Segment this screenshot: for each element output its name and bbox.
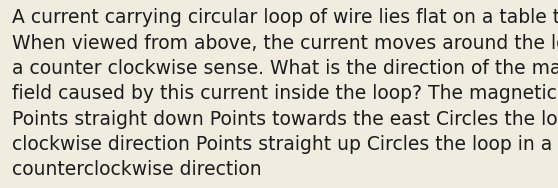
Text: A current carrying circular loop of wire lies flat on a table top.
When viewed f: A current carrying circular loop of wire… xyxy=(12,8,558,179)
